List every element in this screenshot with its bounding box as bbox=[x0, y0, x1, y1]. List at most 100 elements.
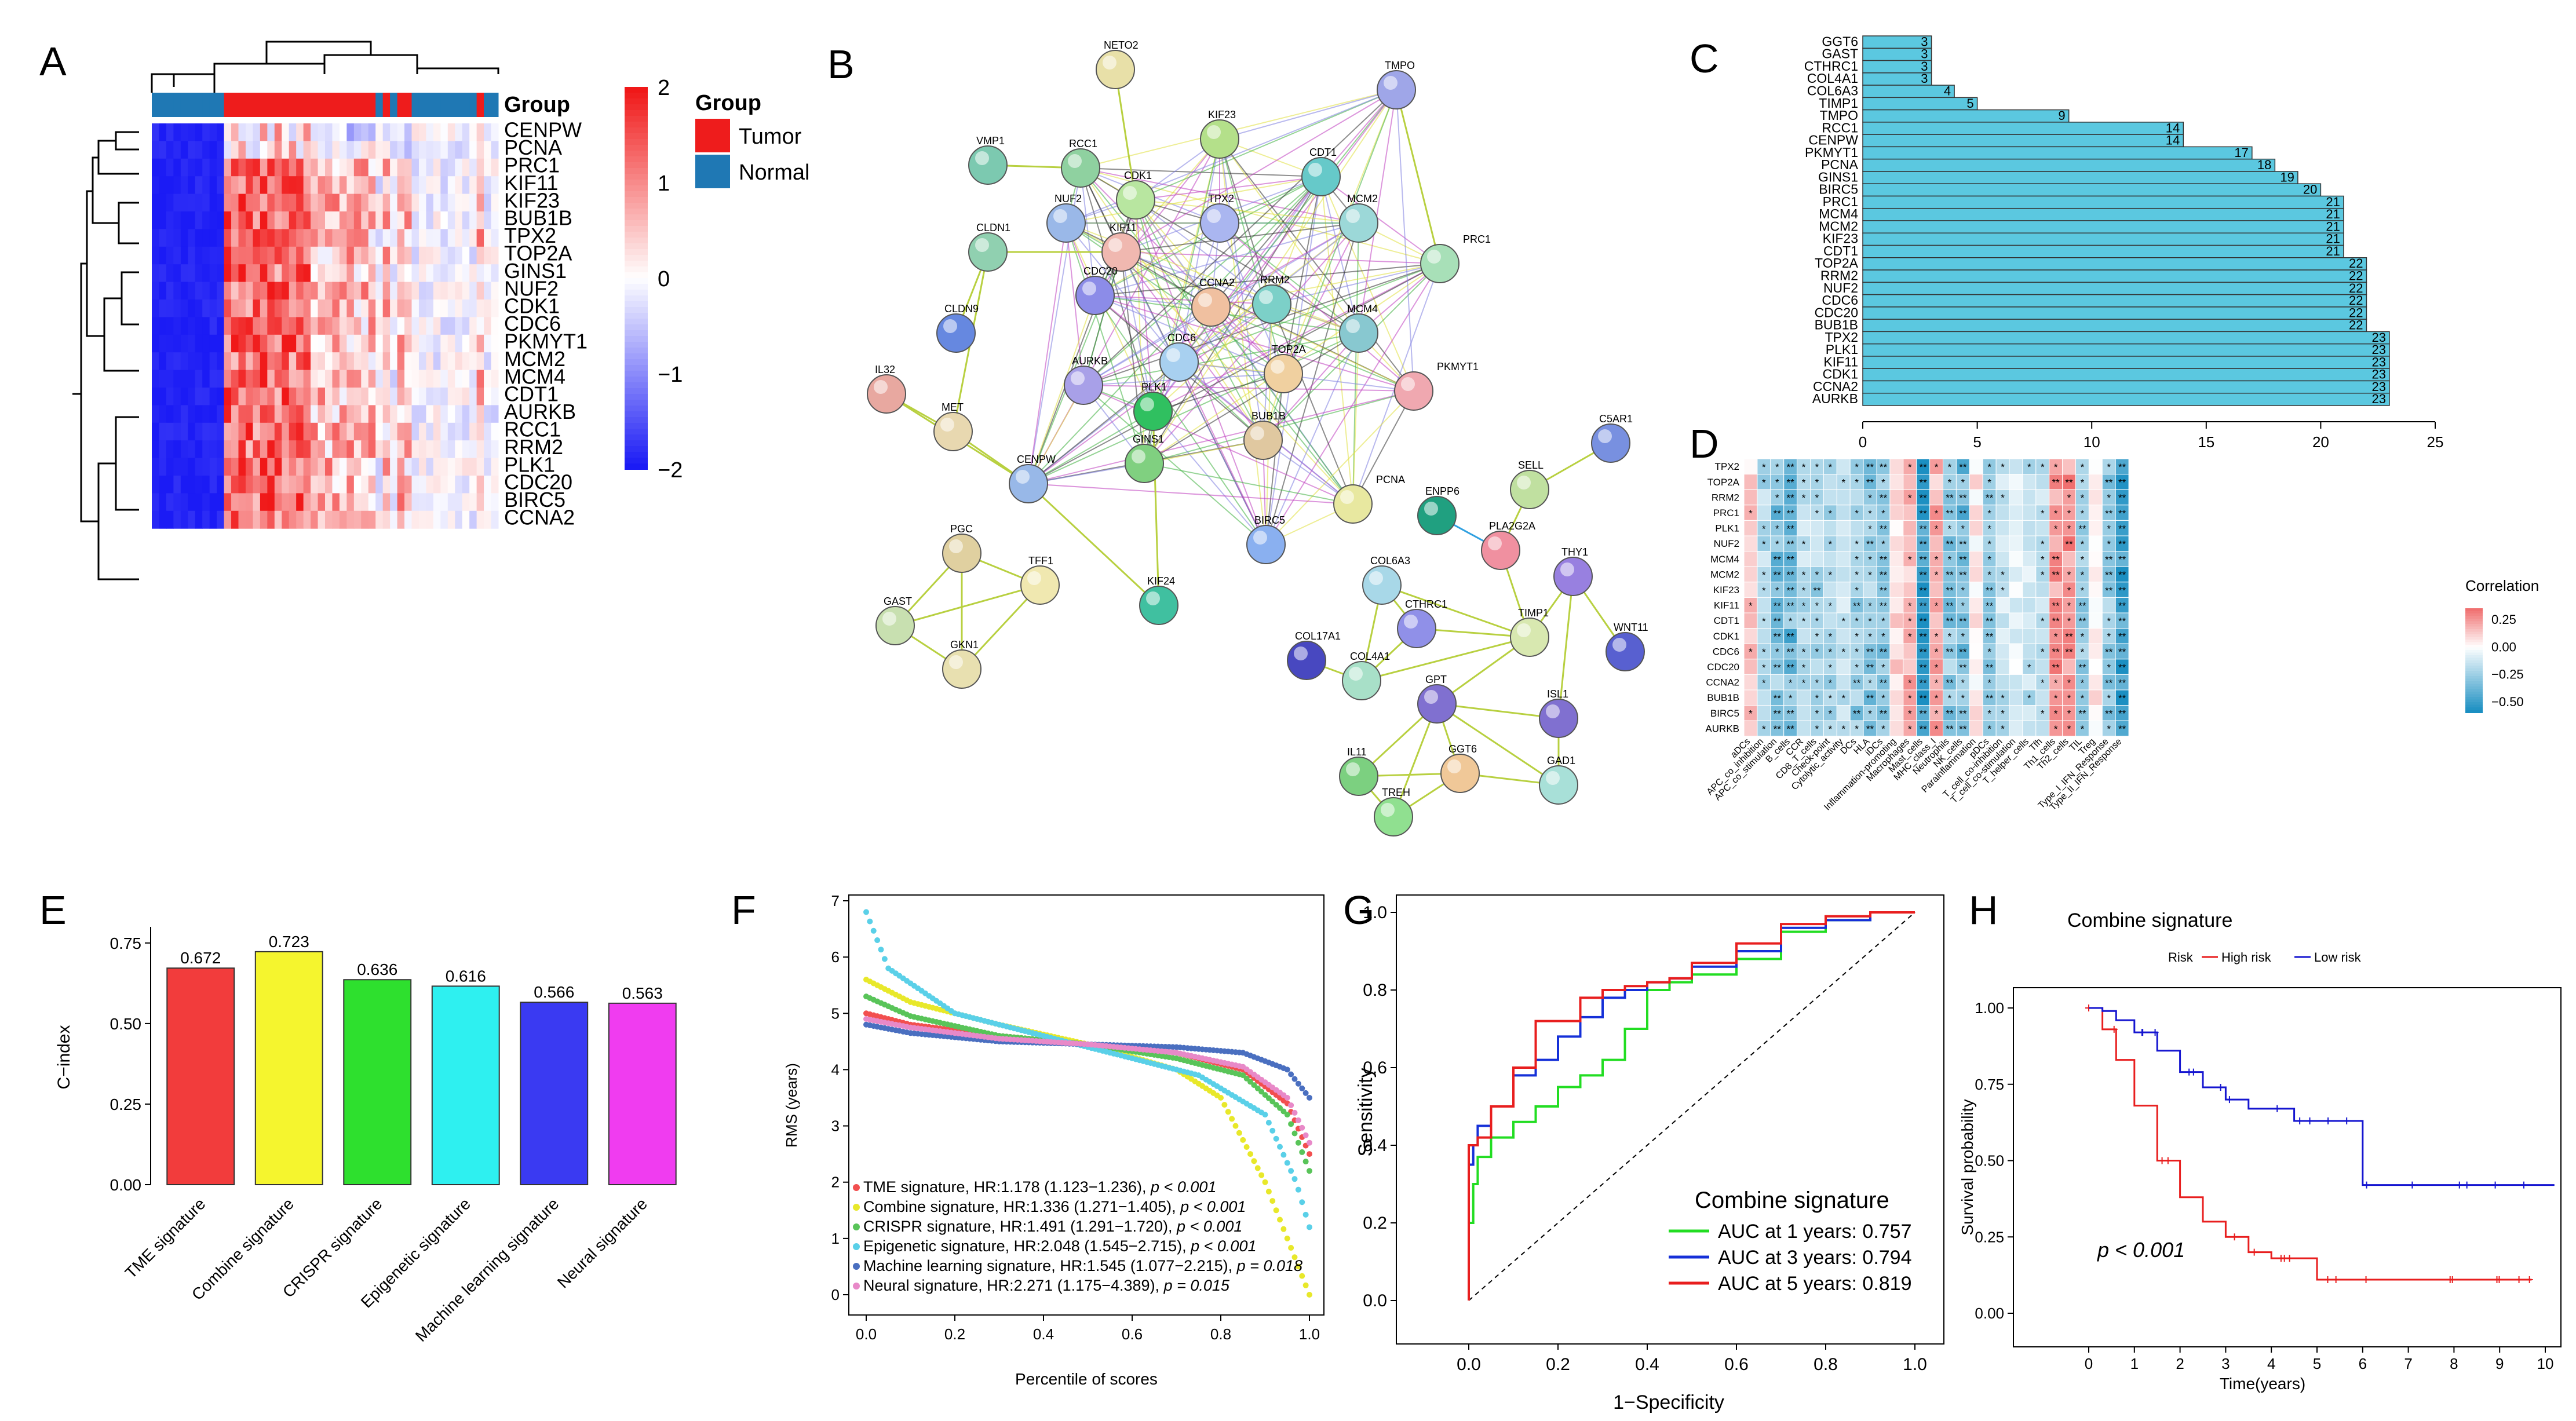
y-axis-title: Survival probability bbox=[1958, 1099, 1976, 1236]
correlation-cell bbox=[1969, 520, 1983, 536]
heatmap-cell bbox=[311, 370, 319, 388]
heatmap-cell bbox=[209, 246, 217, 265]
heatmap-cell bbox=[462, 476, 470, 494]
significance-mark: * bbox=[1908, 631, 1912, 642]
heatmap-cell bbox=[440, 158, 448, 177]
heatmap-cell bbox=[390, 317, 398, 335]
correlation-cell bbox=[1889, 659, 1904, 675]
category-label: KIF23 bbox=[1823, 231, 1858, 246]
heatmap-cell bbox=[282, 476, 290, 494]
x-tick-label: 2 bbox=[2176, 1355, 2184, 1372]
heatmap-cell bbox=[491, 352, 499, 371]
heatmap-cell bbox=[397, 440, 405, 459]
heatmap-cell bbox=[404, 282, 412, 300]
heatmap-cell bbox=[433, 158, 441, 177]
significance-mark: ** bbox=[1787, 492, 1795, 503]
correlation-cell bbox=[1889, 505, 1904, 521]
heatmap-cell bbox=[231, 458, 239, 476]
colorbar-segment bbox=[625, 180, 648, 186]
significance-mark: ** bbox=[1853, 677, 1861, 688]
scatter-point bbox=[878, 947, 884, 953]
heatmap-cell bbox=[455, 158, 463, 177]
heatmap-cell bbox=[375, 458, 384, 476]
heatmap-cell bbox=[253, 299, 261, 317]
correlation-cell bbox=[1743, 628, 1758, 644]
network-node-highlight bbox=[1447, 759, 1461, 773]
correlation-cell bbox=[2009, 458, 2023, 475]
heatmap-cell bbox=[361, 352, 369, 371]
heatmap-cell bbox=[282, 334, 290, 353]
heatmap-cell bbox=[245, 352, 253, 371]
bar-value-label: 14 bbox=[2166, 120, 2180, 135]
heatmap-cell bbox=[282, 123, 290, 141]
censor-mark bbox=[2463, 1181, 2471, 1189]
heatmap-cell bbox=[491, 264, 499, 283]
heatmap-cell bbox=[159, 405, 167, 423]
scatter-point bbox=[1247, 1151, 1253, 1157]
heatmap-cell bbox=[152, 440, 159, 459]
heatmap-cell bbox=[224, 299, 232, 317]
heatmap-cell bbox=[238, 158, 246, 177]
colorbar-segment bbox=[2465, 699, 2483, 703]
heatmap-cell bbox=[346, 211, 355, 229]
correlation-cell bbox=[1929, 535, 1944, 552]
colorbar-segment bbox=[2465, 611, 2483, 614]
heatmap-cell bbox=[353, 282, 362, 300]
correlation-cell bbox=[1969, 489, 1983, 506]
scatter-point bbox=[870, 927, 877, 934]
heatmap-cell bbox=[173, 317, 181, 335]
heatmap-cell bbox=[311, 123, 319, 141]
heatmap-cell bbox=[166, 299, 174, 317]
scatter-point bbox=[1232, 1123, 1239, 1129]
heatmap-cell bbox=[289, 211, 297, 229]
heatmap-cell bbox=[224, 422, 232, 441]
correlation-cell bbox=[1823, 520, 1837, 536]
significance-mark: * bbox=[1935, 708, 1939, 719]
heatmap-cell bbox=[382, 493, 391, 512]
heatmap-cell bbox=[209, 176, 217, 195]
row-label: TOP2A bbox=[1707, 477, 1740, 488]
heatmap-cell bbox=[411, 246, 419, 265]
heatmap-cell bbox=[318, 193, 326, 212]
significance-mark: ** bbox=[2078, 662, 2086, 673]
bar-value-label: 23 bbox=[2371, 342, 2385, 357]
heatmap-cell bbox=[462, 440, 470, 459]
heatmap-cell bbox=[318, 440, 326, 459]
group-annotation-cell bbox=[303, 93, 311, 117]
heatmap-cell bbox=[426, 422, 434, 441]
significance-mark: * bbox=[1802, 646, 1806, 657]
heatmap-cell bbox=[180, 317, 188, 335]
heatmap-cell bbox=[411, 158, 419, 177]
heatmap-cell bbox=[296, 458, 304, 476]
heatmap-cell bbox=[188, 493, 196, 512]
network-node-highlight bbox=[1598, 429, 1612, 443]
network-edge bbox=[1219, 89, 1397, 140]
colorbar-segment bbox=[2465, 668, 2483, 671]
significance-mark: * bbox=[1855, 616, 1859, 627]
heatmap-cell bbox=[440, 493, 448, 512]
heatmap-cell bbox=[195, 493, 203, 512]
colorbar-segment bbox=[2465, 650, 2483, 653]
network-edge bbox=[1210, 306, 1264, 441]
heatmap-cell bbox=[426, 493, 434, 512]
correlation-cell bbox=[1889, 566, 1904, 583]
heatmap-cell bbox=[361, 211, 369, 229]
bar-value-label: 0.566 bbox=[534, 983, 574, 1001]
significance-mark: ** bbox=[1946, 492, 1954, 503]
significance-mark: * bbox=[1802, 462, 1806, 473]
heatmap-cell bbox=[245, 229, 253, 247]
heatmap-cell bbox=[274, 211, 282, 229]
panel-label-d: D bbox=[1690, 421, 1719, 466]
heatmap-cell bbox=[411, 405, 419, 423]
scatter-point bbox=[1280, 1226, 1287, 1232]
heatmap-cell bbox=[353, 229, 362, 247]
group-annotation-cell bbox=[245, 93, 253, 117]
network-edge bbox=[1352, 390, 1414, 505]
heatmap-cell bbox=[411, 422, 419, 441]
heatmap-cell bbox=[289, 229, 297, 247]
heatmap-cell bbox=[282, 211, 290, 229]
heatmap-cell bbox=[476, 158, 484, 177]
heatmap-cell bbox=[491, 317, 499, 335]
heatmap-cell bbox=[462, 264, 470, 283]
